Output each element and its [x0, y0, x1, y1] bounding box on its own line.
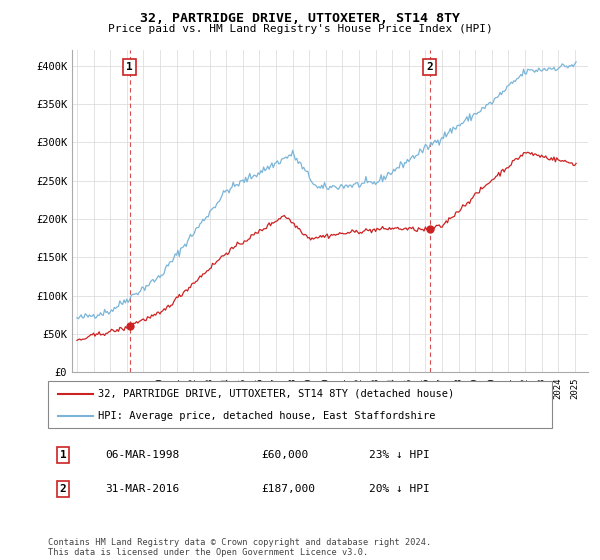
Text: 1: 1 — [126, 62, 133, 72]
Text: 2: 2 — [59, 484, 67, 494]
Text: 32, PARTRIDGE DRIVE, UTTOXETER, ST14 8TY: 32, PARTRIDGE DRIVE, UTTOXETER, ST14 8TY — [140, 12, 460, 25]
Text: Price paid vs. HM Land Registry's House Price Index (HPI): Price paid vs. HM Land Registry's House … — [107, 24, 493, 34]
Text: 1: 1 — [59, 450, 67, 460]
Text: 32, PARTRIDGE DRIVE, UTTOXETER, ST14 8TY (detached house): 32, PARTRIDGE DRIVE, UTTOXETER, ST14 8TY… — [98, 389, 455, 399]
Text: £187,000: £187,000 — [261, 484, 315, 494]
Text: 2: 2 — [426, 62, 433, 72]
Text: £60,000: £60,000 — [261, 450, 308, 460]
Text: 31-MAR-2016: 31-MAR-2016 — [105, 484, 179, 494]
Text: 20% ↓ HPI: 20% ↓ HPI — [369, 484, 430, 494]
Text: HPI: Average price, detached house, East Staffordshire: HPI: Average price, detached house, East… — [98, 410, 436, 421]
Text: 23% ↓ HPI: 23% ↓ HPI — [369, 450, 430, 460]
Text: 06-MAR-1998: 06-MAR-1998 — [105, 450, 179, 460]
Text: Contains HM Land Registry data © Crown copyright and database right 2024.
This d: Contains HM Land Registry data © Crown c… — [48, 538, 431, 557]
